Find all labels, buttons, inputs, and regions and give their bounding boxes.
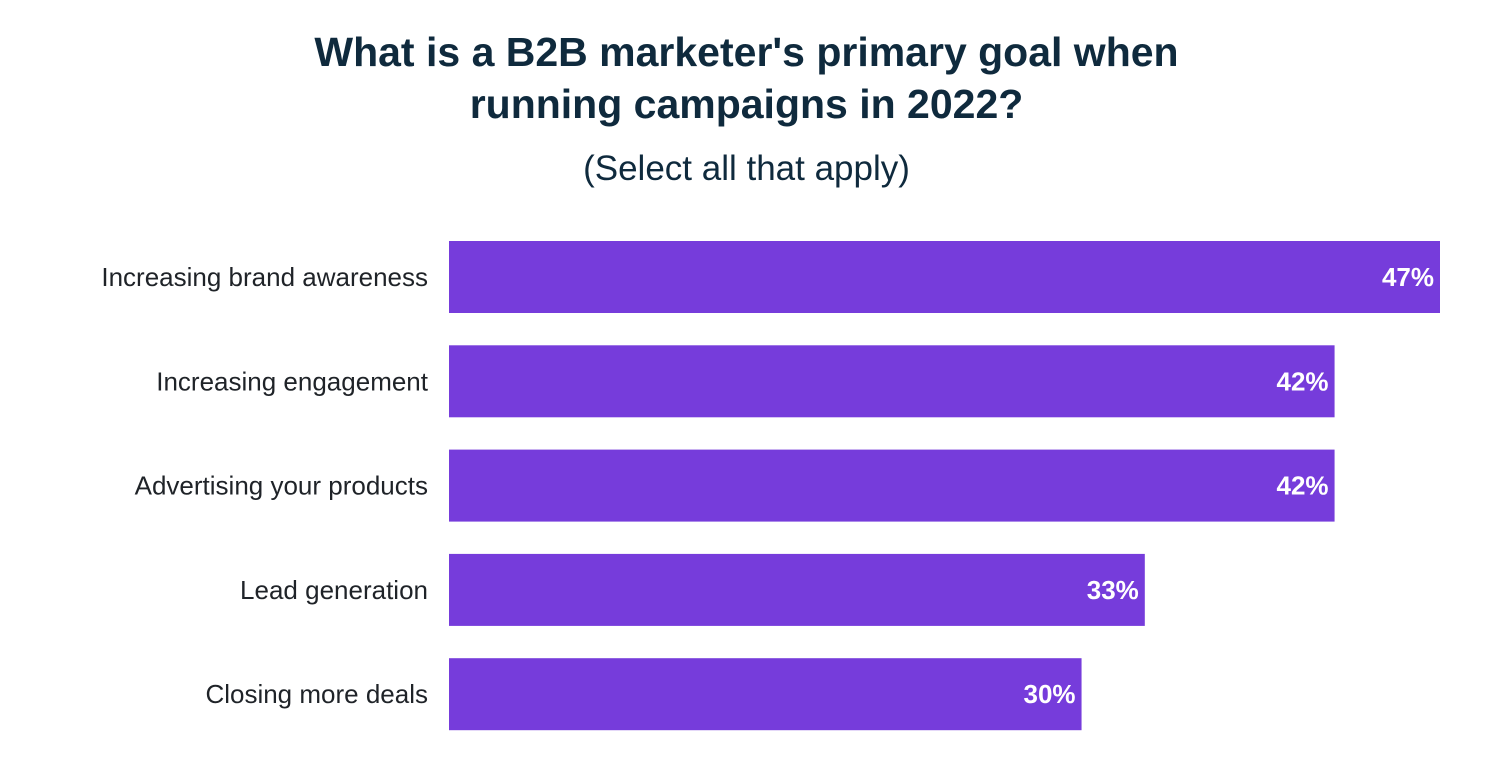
value-label-1: 47%	[1382, 262, 1434, 292]
bar-2	[449, 345, 1335, 418]
chart-title-line-1: What is a B2B marketer's primary goal wh…	[314, 29, 1179, 75]
category-label-4: Lead generation	[240, 575, 428, 605]
category-label-2: Increasing engagement	[156, 366, 429, 396]
chart-title: What is a B2B marketer's primary goal wh…	[0, 26, 1493, 130]
category-label-5: Closing more deals	[205, 679, 428, 709]
category-label-1: Increasing brand awareness	[101, 262, 428, 292]
bar-4	[449, 553, 1145, 626]
bar-1	[449, 241, 1440, 313]
value-label-4: 33%	[1087, 575, 1139, 605]
chart-title-line-2: running campaigns in 2022?	[469, 81, 1024, 127]
value-label-2: 42%	[1277, 366, 1329, 396]
bar-3	[449, 449, 1335, 522]
value-label-3: 42%	[1277, 471, 1329, 501]
chart-subtitle: (Select all that apply)	[583, 149, 910, 188]
bar-5	[449, 658, 1082, 731]
value-label-5: 30%	[1024, 679, 1076, 709]
category-label-3: Advertising your products	[135, 471, 428, 501]
